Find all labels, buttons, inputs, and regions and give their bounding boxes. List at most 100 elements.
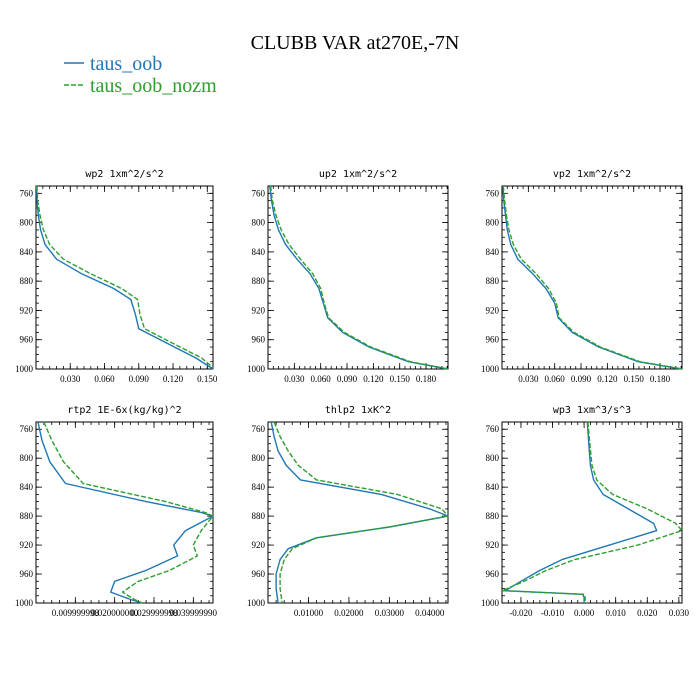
- x-tick-label: 0.090: [129, 374, 150, 384]
- x-tick-label: 0.039999990: [170, 608, 218, 618]
- y-tick-label: 920: [486, 305, 500, 315]
- legend-label-1: taus_oob_nozm: [90, 75, 217, 97]
- x-tick-label: 0.04000: [415, 608, 445, 618]
- x-tick-label: 0.150: [197, 374, 218, 384]
- series-line-taus-oob: [37, 421, 214, 604]
- plot-frame: [267, 421, 449, 604]
- y-tick-label: 960: [252, 569, 266, 579]
- y-tick-label: 760: [486, 424, 500, 434]
- y-tick-label: 800: [20, 218, 34, 228]
- x-tick-label: 0.029999998: [130, 608, 178, 618]
- y-tick-label: 760: [486, 188, 500, 198]
- y-tick-label: 880: [20, 276, 34, 286]
- series-line-taus-oob: [504, 421, 658, 603]
- panel-0: wp2 1xm^2/s^2 760 800 840 880 920 960 1000 0.030…: [15, 169, 218, 384]
- y-tick-label: 960: [252, 335, 266, 345]
- y-tick-label: 800: [252, 218, 266, 228]
- x-tick-label: 0.030: [518, 374, 539, 384]
- y-tick-label: 960: [20, 569, 34, 579]
- y-tick-label: 840: [252, 482, 266, 492]
- plot-frame: [35, 185, 214, 370]
- y-tick-label: 800: [486, 453, 500, 463]
- x-tick-label: 0.03000: [375, 608, 405, 618]
- y-tick-label: 1000: [481, 364, 500, 374]
- series-line-taus-oob-nozm: [43, 421, 214, 604]
- y-tick-label: 920: [20, 540, 34, 550]
- panel-title: vp2 1xm^2/s^2: [553, 169, 631, 180]
- y-tick-label: 920: [252, 540, 266, 550]
- x-tick-label: 0.150: [624, 374, 645, 384]
- y-tick-label: 800: [20, 453, 34, 463]
- x-tick-label: 0.030: [284, 374, 305, 384]
- panel-2: vp2 1xm^2/s^2 760 800 840 880 920 960 1000 0.030…: [481, 169, 683, 384]
- series-line-taus-oob-nozm: [502, 185, 683, 370]
- y-tick-label: 1000: [247, 598, 266, 608]
- y-tick-label: 840: [20, 482, 34, 492]
- y-tick-label: 1000: [481, 598, 500, 608]
- x-tick-label: 0.090: [571, 374, 592, 384]
- y-tick-label: 760: [20, 188, 34, 198]
- y-tick-label: 960: [486, 335, 500, 345]
- plot-frame: [267, 185, 449, 370]
- y-tick-label: 840: [486, 247, 500, 257]
- plot-frame: [35, 421, 214, 604]
- series-line-taus-oob: [35, 185, 214, 370]
- panel-3: rtp2 1E-6x(kg/kg)^2 760 800 840 880 920 960 100…: [15, 405, 217, 618]
- panel-5: wp3 1xm^3/s^3 760 800 840 880 920 960 1000 -0.02…: [481, 405, 689, 618]
- x-tick-label: 0.090: [337, 374, 358, 384]
- panel-title: thlp2 1xK^2: [325, 405, 391, 416]
- y-tick-label: 840: [20, 247, 34, 257]
- y-tick-label: 760: [252, 188, 266, 198]
- panel-title: rtp2 1E-6x(kg/kg)^2: [67, 405, 181, 416]
- x-tick-label: 0.000: [574, 608, 595, 618]
- series-line-taus-oob-nozm: [501, 421, 683, 603]
- panel-1: up2 1xm^2/s^2 760 800 840 880 920 960 1000 0.030…: [247, 169, 449, 384]
- panel-title: wp2 1xm^2/s^2: [85, 169, 163, 180]
- y-tick-label: 880: [486, 511, 500, 521]
- y-tick-label: 840: [252, 247, 266, 257]
- x-tick-label: 0.180: [650, 374, 671, 384]
- series-line-taus-oob-nozm: [36, 185, 214, 369]
- y-tick-label: 800: [252, 453, 266, 463]
- x-tick-label: 0.020000000: [91, 608, 139, 618]
- y-tick-label: 880: [252, 511, 266, 521]
- x-tick-label: 0.060: [311, 374, 332, 384]
- y-tick-label: 760: [20, 424, 34, 434]
- series-line-taus-oob-nozm: [273, 421, 449, 604]
- y-tick-label: 960: [20, 335, 34, 345]
- x-tick-label: 0.030: [60, 374, 81, 384]
- x-tick-label: 0.120: [597, 374, 618, 384]
- legend-label-0: taus_oob: [90, 53, 162, 75]
- series-line-taus-oob-nozm: [269, 185, 449, 370]
- x-tick-label: 0.010: [606, 608, 627, 618]
- y-tick-label: 880: [20, 511, 34, 521]
- x-tick-label: -0.010: [541, 608, 565, 618]
- x-tick-label: 0.120: [363, 374, 384, 384]
- x-tick-label: 0.009999998: [52, 608, 100, 618]
- y-tick-label: 1000: [15, 598, 34, 608]
- y-tick-label: 920: [20, 305, 34, 315]
- x-tick-label: 0.060: [545, 374, 566, 384]
- y-tick-label: 920: [486, 540, 500, 550]
- x-tick-label: 0.060: [94, 374, 115, 384]
- y-tick-label: 920: [252, 305, 266, 315]
- series-line-taus-oob: [502, 185, 683, 370]
- x-tick-label: 0.120: [163, 374, 184, 384]
- panels: wp2 1xm^2/s^2 760 800 840 880 920 960 1000 0.030…: [15, 169, 689, 618]
- panel-title: wp3 1xm^3/s^3: [553, 405, 631, 416]
- x-tick-label: 0.01000: [294, 608, 324, 618]
- panel-title: up2 1xm^2/s^2: [319, 169, 397, 180]
- panel-4: thlp2 1xK^2 760 800 840 880 920 960 1000 0.01000…: [247, 405, 449, 618]
- x-tick-label: 0.02000: [334, 608, 364, 618]
- x-tick-label: 0.030: [669, 608, 690, 618]
- y-tick-label: 840: [486, 482, 500, 492]
- y-tick-label: 1000: [15, 364, 34, 374]
- x-tick-label: 0.180: [416, 374, 437, 384]
- plot-frame: [501, 185, 683, 370]
- x-tick-label: 0.150: [390, 374, 411, 384]
- legend: taus_oob taus_oob_nozm: [64, 53, 217, 97]
- x-tick-label: -0.020: [509, 608, 533, 618]
- plot-frame: [501, 421, 683, 604]
- y-tick-label: 880: [252, 276, 266, 286]
